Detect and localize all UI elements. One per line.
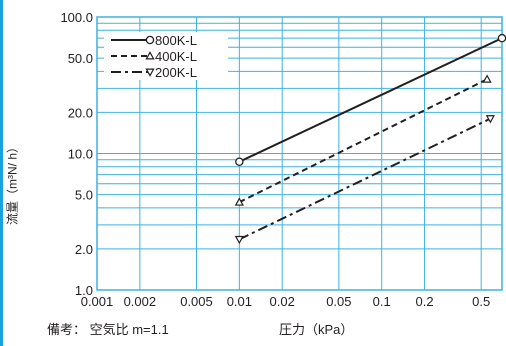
x-tick-label: 0.5 [472, 294, 490, 309]
y-tick-label: 5.0 [75, 188, 93, 203]
x-tick-label: 0.02 [270, 294, 295, 309]
legend-marker [145, 35, 155, 45]
legend-marker [145, 51, 155, 60]
x-tick-label: 0.2 [416, 294, 434, 309]
series-lines [234, 33, 506, 245]
y-tick-label: 10.0 [68, 147, 93, 162]
series-line-800k-l [238, 37, 503, 163]
x-tick-label: 0.001 [81, 294, 114, 309]
x-tick-label: 0.005 [180, 294, 213, 309]
y-tick-label: 2.0 [75, 242, 93, 257]
data-point [497, 33, 506, 43]
legend-label: 400K-L [155, 49, 197, 64]
legend-marker [145, 68, 155, 77]
data-point [235, 157, 244, 167]
legend-label: 800K-L [155, 33, 197, 48]
grid [97, 17, 502, 290]
y-axis-label: 流量（m³N/ h） [5, 140, 20, 226]
y-tick-label: 100.0 [60, 10, 93, 25]
data-point [482, 74, 492, 83]
x-tick-label: 0.002 [124, 294, 157, 309]
air-ratio-note: 備考： 空気比 m=1.1 [47, 322, 169, 337]
plot-frame [96, 16, 503, 291]
left-accent-bar [0, 0, 3, 346]
x-tick-label: 0.1 [373, 294, 391, 309]
y-tick-label: 50.0 [68, 51, 93, 66]
data-point [234, 235, 244, 245]
x-tick-label: 0.01 [227, 294, 252, 309]
y-tick-label: 1.0 [75, 283, 93, 298]
tick-labels: 1.0 2.0 5.0 10.0 20.0 50.0 100.0 0.001 0.002 0.00… [60, 10, 490, 309]
series-line-400k-l [238, 78, 488, 204]
series-line-200k-l [238, 117, 491, 241]
x-tick-label: 0.05 [326, 294, 351, 309]
legend-label: 200K-L [155, 65, 197, 80]
data-point [485, 115, 495, 124]
x-axis-label: 圧力（kPa） [279, 322, 354, 337]
data-point [234, 197, 244, 206]
y-tick-label: 20.0 [68, 105, 93, 120]
